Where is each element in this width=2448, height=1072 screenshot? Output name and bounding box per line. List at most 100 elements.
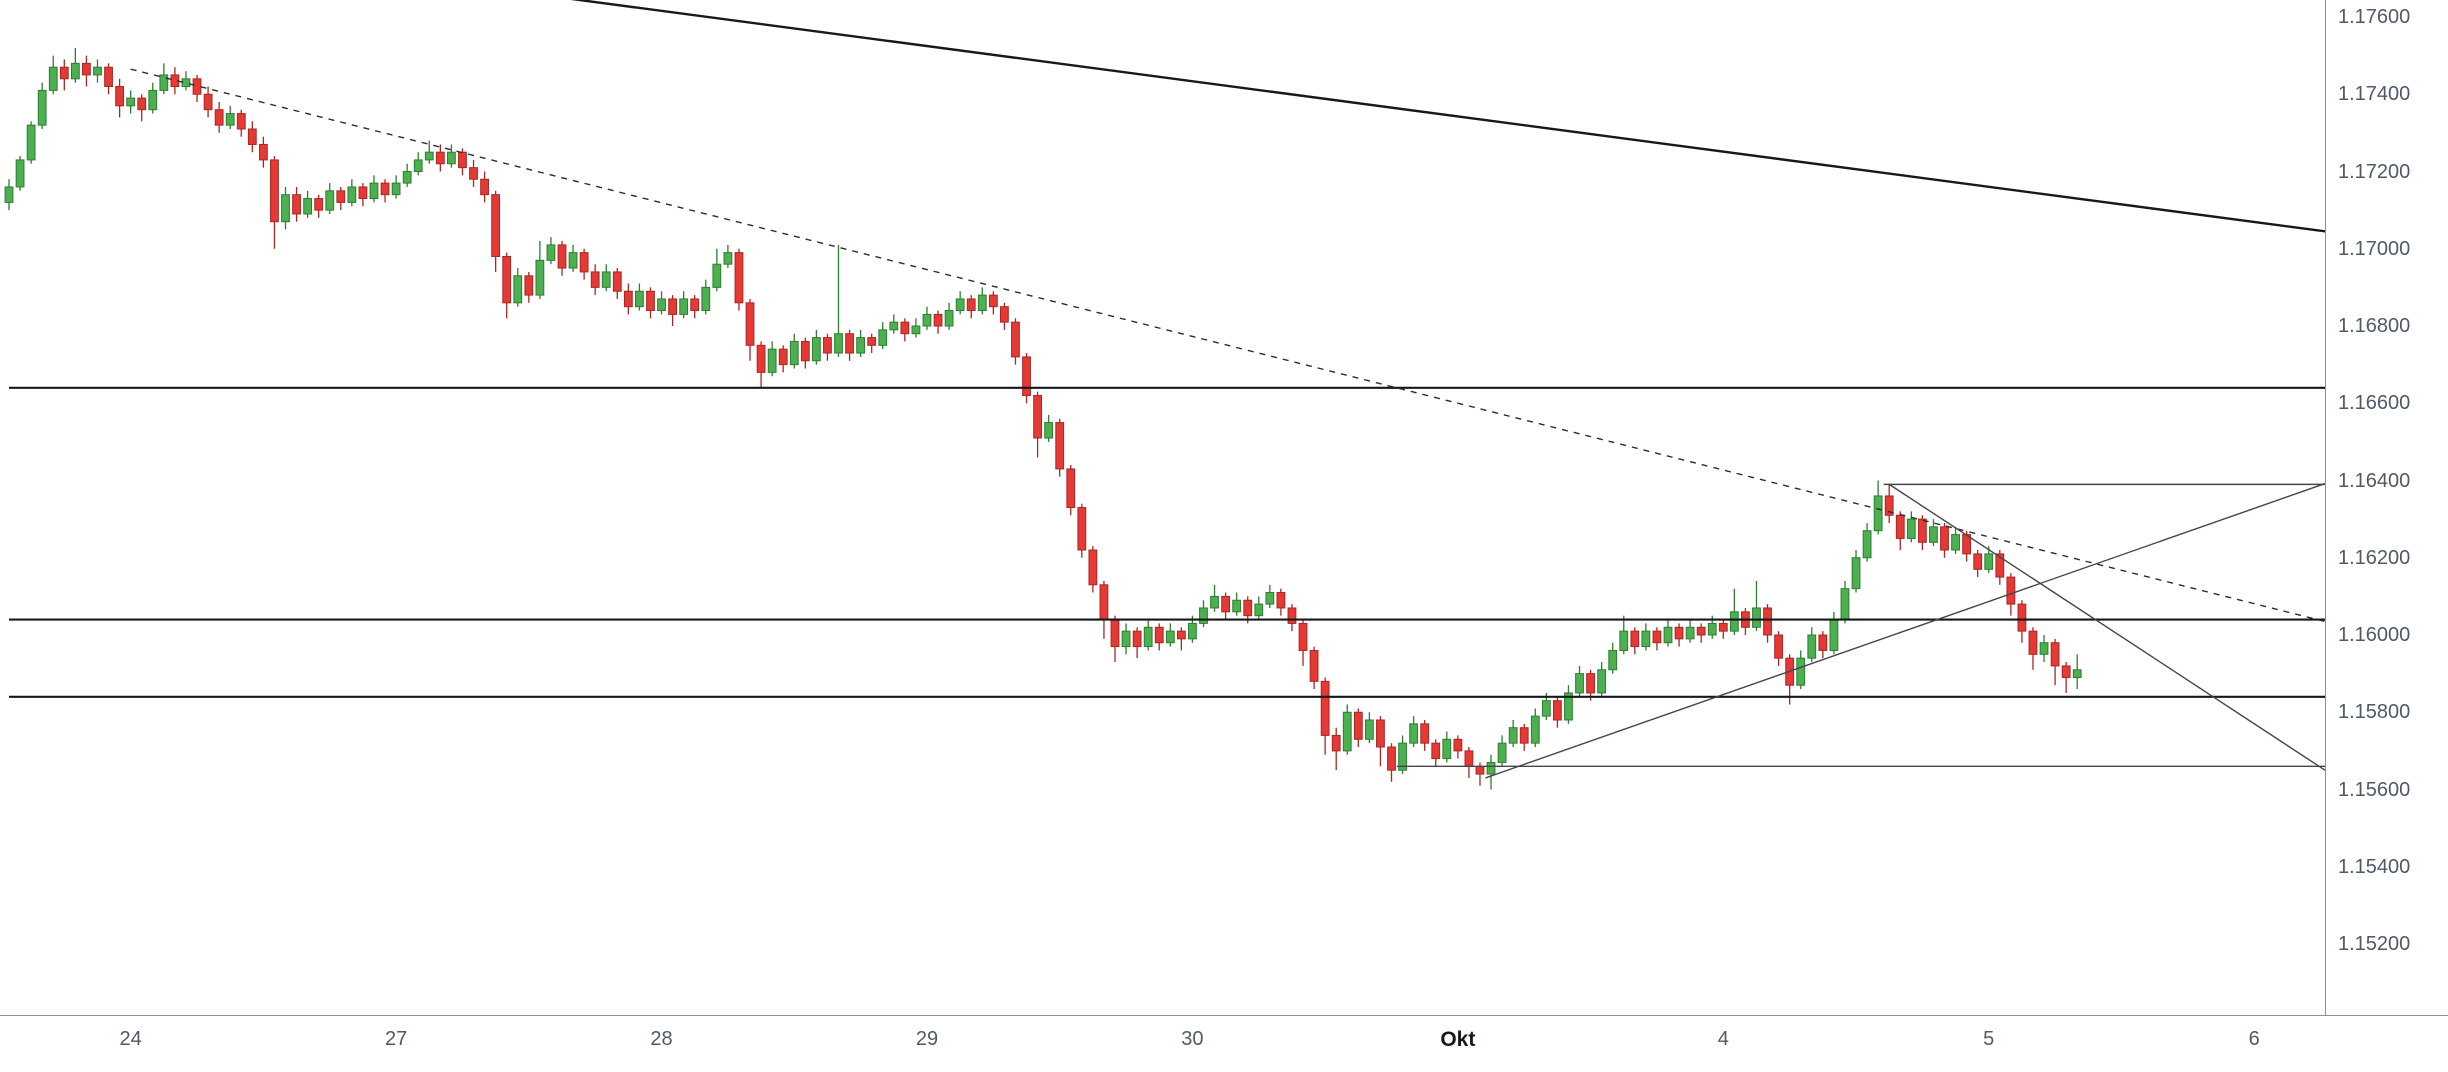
time-axis-label-29: 29	[915, 1028, 939, 1050]
candle	[93, 59, 102, 83]
candle	[1199, 600, 1208, 628]
time-axis[interactable]: 24 27 28 29 30 Okt 4 5 6	[0, 1015, 2448, 1072]
time-axis-label-30: 30	[1181, 1028, 1204, 1050]
candle	[823, 333, 832, 361]
price-axis-label: 1.17000	[2338, 237, 2411, 260]
candle	[336, 186, 346, 211]
candle	[1453, 735, 1463, 759]
candle	[1486, 754, 1496, 790]
segment-descending-right[interactable]	[1888, 483, 2325, 771]
candle	[800, 337, 810, 369]
candlestick-chart[interactable]	[0, 0, 2325, 1015]
candle	[1575, 665, 1584, 697]
candle	[1099, 580, 1109, 639]
candle	[612, 268, 622, 299]
candle	[2061, 662, 2071, 693]
price-axis-label: 1.17600	[2338, 6, 2411, 28]
candle	[1741, 607, 1750, 635]
candle	[292, 186, 301, 222]
candle	[1519, 723, 1529, 751]
candle	[1674, 623, 1684, 647]
candle	[1022, 353, 1031, 404]
candle	[535, 241, 545, 299]
candle	[1995, 550, 2005, 585]
price-axis-label: 1.16400	[2338, 469, 2411, 492]
candle	[679, 291, 689, 319]
candle	[911, 318, 921, 338]
candle	[966, 295, 976, 319]
candle	[447, 144, 456, 168]
candle	[48, 55, 58, 95]
candle	[1851, 550, 1861, 593]
price-axis-label: 1.15800	[2338, 701, 2411, 724]
trendline-ascending[interactable]	[1485, 482, 2325, 779]
candle	[1641, 623, 1651, 651]
candle	[1033, 391, 1042, 458]
price-axis[interactable]: 1.17600 1.17400 1.17200 1.17000 1.16800 1.166…	[2325, 0, 2448, 1015]
candle	[1442, 731, 1452, 763]
candle	[1608, 642, 1618, 674]
time-axis-label-okt: Okt	[1440, 1028, 1476, 1051]
candle	[1320, 677, 1330, 755]
candle	[1044, 414, 1054, 442]
candle	[1265, 584, 1275, 608]
candle	[347, 179, 357, 207]
candle	[458, 148, 467, 176]
candle	[1718, 619, 1728, 639]
candle	[325, 183, 335, 214]
candle	[1121, 623, 1131, 655]
candle	[778, 345, 788, 373]
candle	[104, 63, 113, 95]
candle	[1276, 588, 1286, 616]
candle	[225, 105, 235, 130]
candle	[668, 295, 678, 326]
candle	[1696, 623, 1706, 643]
candle	[745, 298, 755, 361]
candle	[1807, 627, 1817, 663]
candle	[1630, 627, 1640, 655]
candle	[1564, 685, 1573, 724]
candle	[26, 121, 36, 164]
price-axis-label: 1.16000	[2338, 624, 2411, 646]
candle	[1862, 522, 1872, 562]
candle	[1398, 735, 1407, 775]
candle	[767, 341, 777, 377]
candle	[1729, 588, 1739, 635]
trendline-descending-dashed[interactable]	[130, 68, 2325, 623]
candle	[1984, 546, 1994, 574]
candle	[358, 183, 368, 207]
candle	[148, 82, 158, 114]
candle	[82, 55, 91, 87]
candle	[867, 333, 877, 354]
candle	[1829, 611, 1839, 655]
candle	[734, 248, 744, 311]
candle	[424, 140, 434, 164]
candle	[4, 179, 14, 211]
candle	[435, 144, 445, 172]
candle	[2039, 635, 2049, 663]
candle	[900, 318, 910, 342]
candle	[944, 302, 954, 330]
candle	[159, 63, 169, 95]
candle	[1409, 716, 1419, 748]
candle	[1154, 623, 1164, 651]
candle	[1232, 592, 1242, 616]
candle	[281, 186, 290, 230]
chart-canvas	[4, 0, 2325, 790]
candle	[236, 109, 246, 137]
candle	[1364, 712, 1374, 744]
candle	[513, 268, 523, 307]
candle	[1165, 623, 1175, 647]
price-axis-label: 1.15400	[2338, 855, 2411, 878]
candle	[1420, 719, 1430, 751]
candle	[59, 59, 69, 91]
candle	[635, 283, 644, 311]
candle	[15, 156, 25, 191]
candle	[1387, 743, 1396, 782]
price-axis-label: 1.16800	[2338, 315, 2411, 337]
candle	[712, 248, 722, 292]
candle	[303, 190, 313, 218]
candle	[192, 74, 202, 102]
trendline-descending-solid[interactable]	[451, 0, 2325, 233]
candle	[889, 314, 899, 334]
